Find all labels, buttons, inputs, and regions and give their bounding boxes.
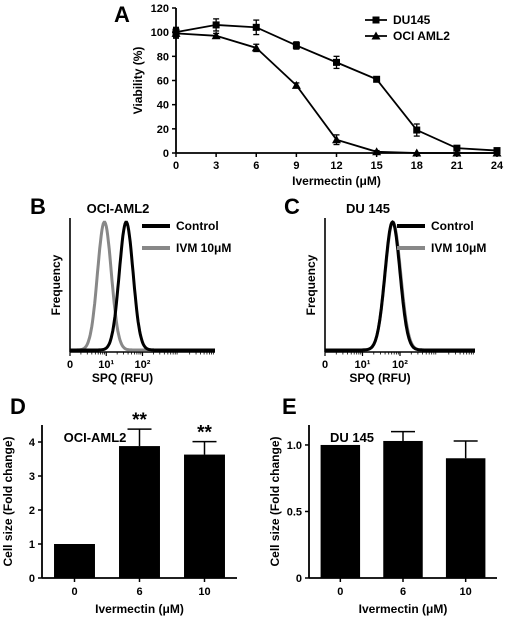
chart-title: DU 145 <box>330 430 374 445</box>
data-point <box>291 80 301 89</box>
y-tick-label: 20 <box>157 124 169 136</box>
x-tick-label: 0 <box>337 586 343 598</box>
data-point <box>211 31 221 40</box>
data-point <box>413 126 421 134</box>
series-line-1 <box>175 24 498 152</box>
panel-label-a: A <box>114 2 130 27</box>
chart-title: OCI-AML2 <box>87 201 150 216</box>
x-tick-label: 6 <box>136 586 142 598</box>
y-axis-label: Frequency <box>304 254 318 315</box>
oci-aml2-bar-chart: OCI-AML2 0 1 2 3 4 Cell size (Fold change) Iver… <box>1 410 237 616</box>
x-tick-label: 3 <box>213 160 219 172</box>
y-tick-label: 100 <box>151 27 169 39</box>
panel-label-d: D <box>10 394 26 419</box>
y-axis-label: Cell size (Fold change) <box>1 436 15 566</box>
bar <box>445 458 486 578</box>
bar <box>184 454 225 578</box>
data-point <box>251 43 261 52</box>
du145-bar-chart: DU 145 0 0.5 1.0 Cell size (Fold change) Iver… <box>268 425 497 616</box>
legend-label: IVM 10μM <box>431 241 486 255</box>
legend-marker <box>372 16 380 24</box>
x-tick-label: 6 <box>253 160 259 172</box>
bar <box>119 446 160 578</box>
y-tick-label: 40 <box>157 100 169 112</box>
y-axis-label: Cell size (Fold change) <box>268 436 282 566</box>
data-point <box>212 21 220 29</box>
x-axis-label: Ivermectin (μM) <box>292 174 381 188</box>
significance-marker: ** <box>197 423 212 444</box>
x-tick-label: 6 <box>400 586 406 598</box>
x-axis-label: SPQ (RFU) <box>92 371 153 385</box>
panel-label-c: C <box>284 194 300 219</box>
bar <box>54 544 95 578</box>
x-tick-label: 24 <box>491 160 504 172</box>
x-tick-label: 0 <box>322 359 328 371</box>
data-point <box>452 148 462 157</box>
y-tick-label: 0.5 <box>287 506 302 518</box>
data-point <box>332 135 341 144</box>
y-axis-label: Frequency <box>49 254 63 315</box>
x-tick-label: 10¹ <box>355 359 371 371</box>
bar <box>383 440 423 578</box>
histogram-curve-1 <box>70 220 215 352</box>
bar <box>320 444 361 578</box>
panel-label-b: B <box>30 194 46 219</box>
data-point <box>292 41 300 49</box>
y-tick-label: 80 <box>157 51 169 63</box>
data-point <box>171 28 181 37</box>
data-point <box>372 147 382 156</box>
legend-marker <box>371 31 381 40</box>
y-tick-label: 60 <box>157 76 169 88</box>
chart-title: OCI-AML2 <box>64 430 127 445</box>
x-tick-label: 10² <box>135 359 151 371</box>
data-point <box>453 144 461 152</box>
y-tick-label: 1.0 <box>287 440 302 452</box>
histogram-curve-1 <box>325 220 475 352</box>
y-tick-label: 4 <box>29 437 36 449</box>
y-tick-label: 1 <box>29 539 35 551</box>
data-point <box>412 148 422 157</box>
x-tick-label: 10¹ <box>98 359 114 371</box>
x-tick-label: 0 <box>173 160 179 172</box>
x-tick-label: 15 <box>371 160 383 172</box>
chart-title: DU 145 <box>346 201 390 216</box>
x-tick-label: 9 <box>293 160 299 172</box>
y-tick-label: 0 <box>29 573 35 585</box>
y-tick-label: 0 <box>296 573 302 585</box>
oci-aml2-histogram: OCI-AML2 Frequency SPQ (RFU) 0 10¹ 10² Control… <box>49 201 231 385</box>
viability-line-chart: 0 20 40 60 80 100 120 0 3 6 9 12 15 18 21 24 Ivermectin … <box>131 3 504 188</box>
du145-histogram: DU 145 Frequency SPQ (RFU) 0 10¹ 10² Control IV… <box>304 201 486 385</box>
y-tick-label: 0 <box>163 148 169 160</box>
x-axis-label: Ivermectin (μM) <box>95 602 184 616</box>
legend-label: DU145 <box>393 13 431 27</box>
y-tick-label: 120 <box>151 3 169 15</box>
x-axis-label: SPQ (RFU) <box>349 371 410 385</box>
significance-marker: ** <box>132 410 147 431</box>
x-axis-label: Ivermectin (μM) <box>359 602 448 616</box>
panel-label-e: E <box>282 394 297 419</box>
x-tick-label: 21 <box>451 160 463 172</box>
legend-label: OCI AML2 <box>393 29 450 43</box>
x-tick-label: 10² <box>392 359 408 371</box>
x-tick-label: 12 <box>330 160 342 172</box>
legend-label: Control <box>431 219 474 233</box>
x-tick-label: 10 <box>460 586 472 598</box>
x-tick-label: 0 <box>67 359 73 371</box>
legend-label: Control <box>176 219 219 233</box>
y-tick-label: 3 <box>29 471 35 483</box>
y-axis-label: Viability (%) <box>131 47 145 115</box>
x-tick-label: 0 <box>71 586 77 598</box>
legend-label: IVM 10μM <box>176 241 231 255</box>
data-point <box>333 58 340 66</box>
x-tick-label: 10 <box>198 586 210 598</box>
y-tick-label: 2 <box>29 505 35 517</box>
data-point <box>492 148 502 157</box>
data-point <box>373 75 381 83</box>
data-point <box>252 23 260 31</box>
x-tick-label: 18 <box>411 160 423 172</box>
